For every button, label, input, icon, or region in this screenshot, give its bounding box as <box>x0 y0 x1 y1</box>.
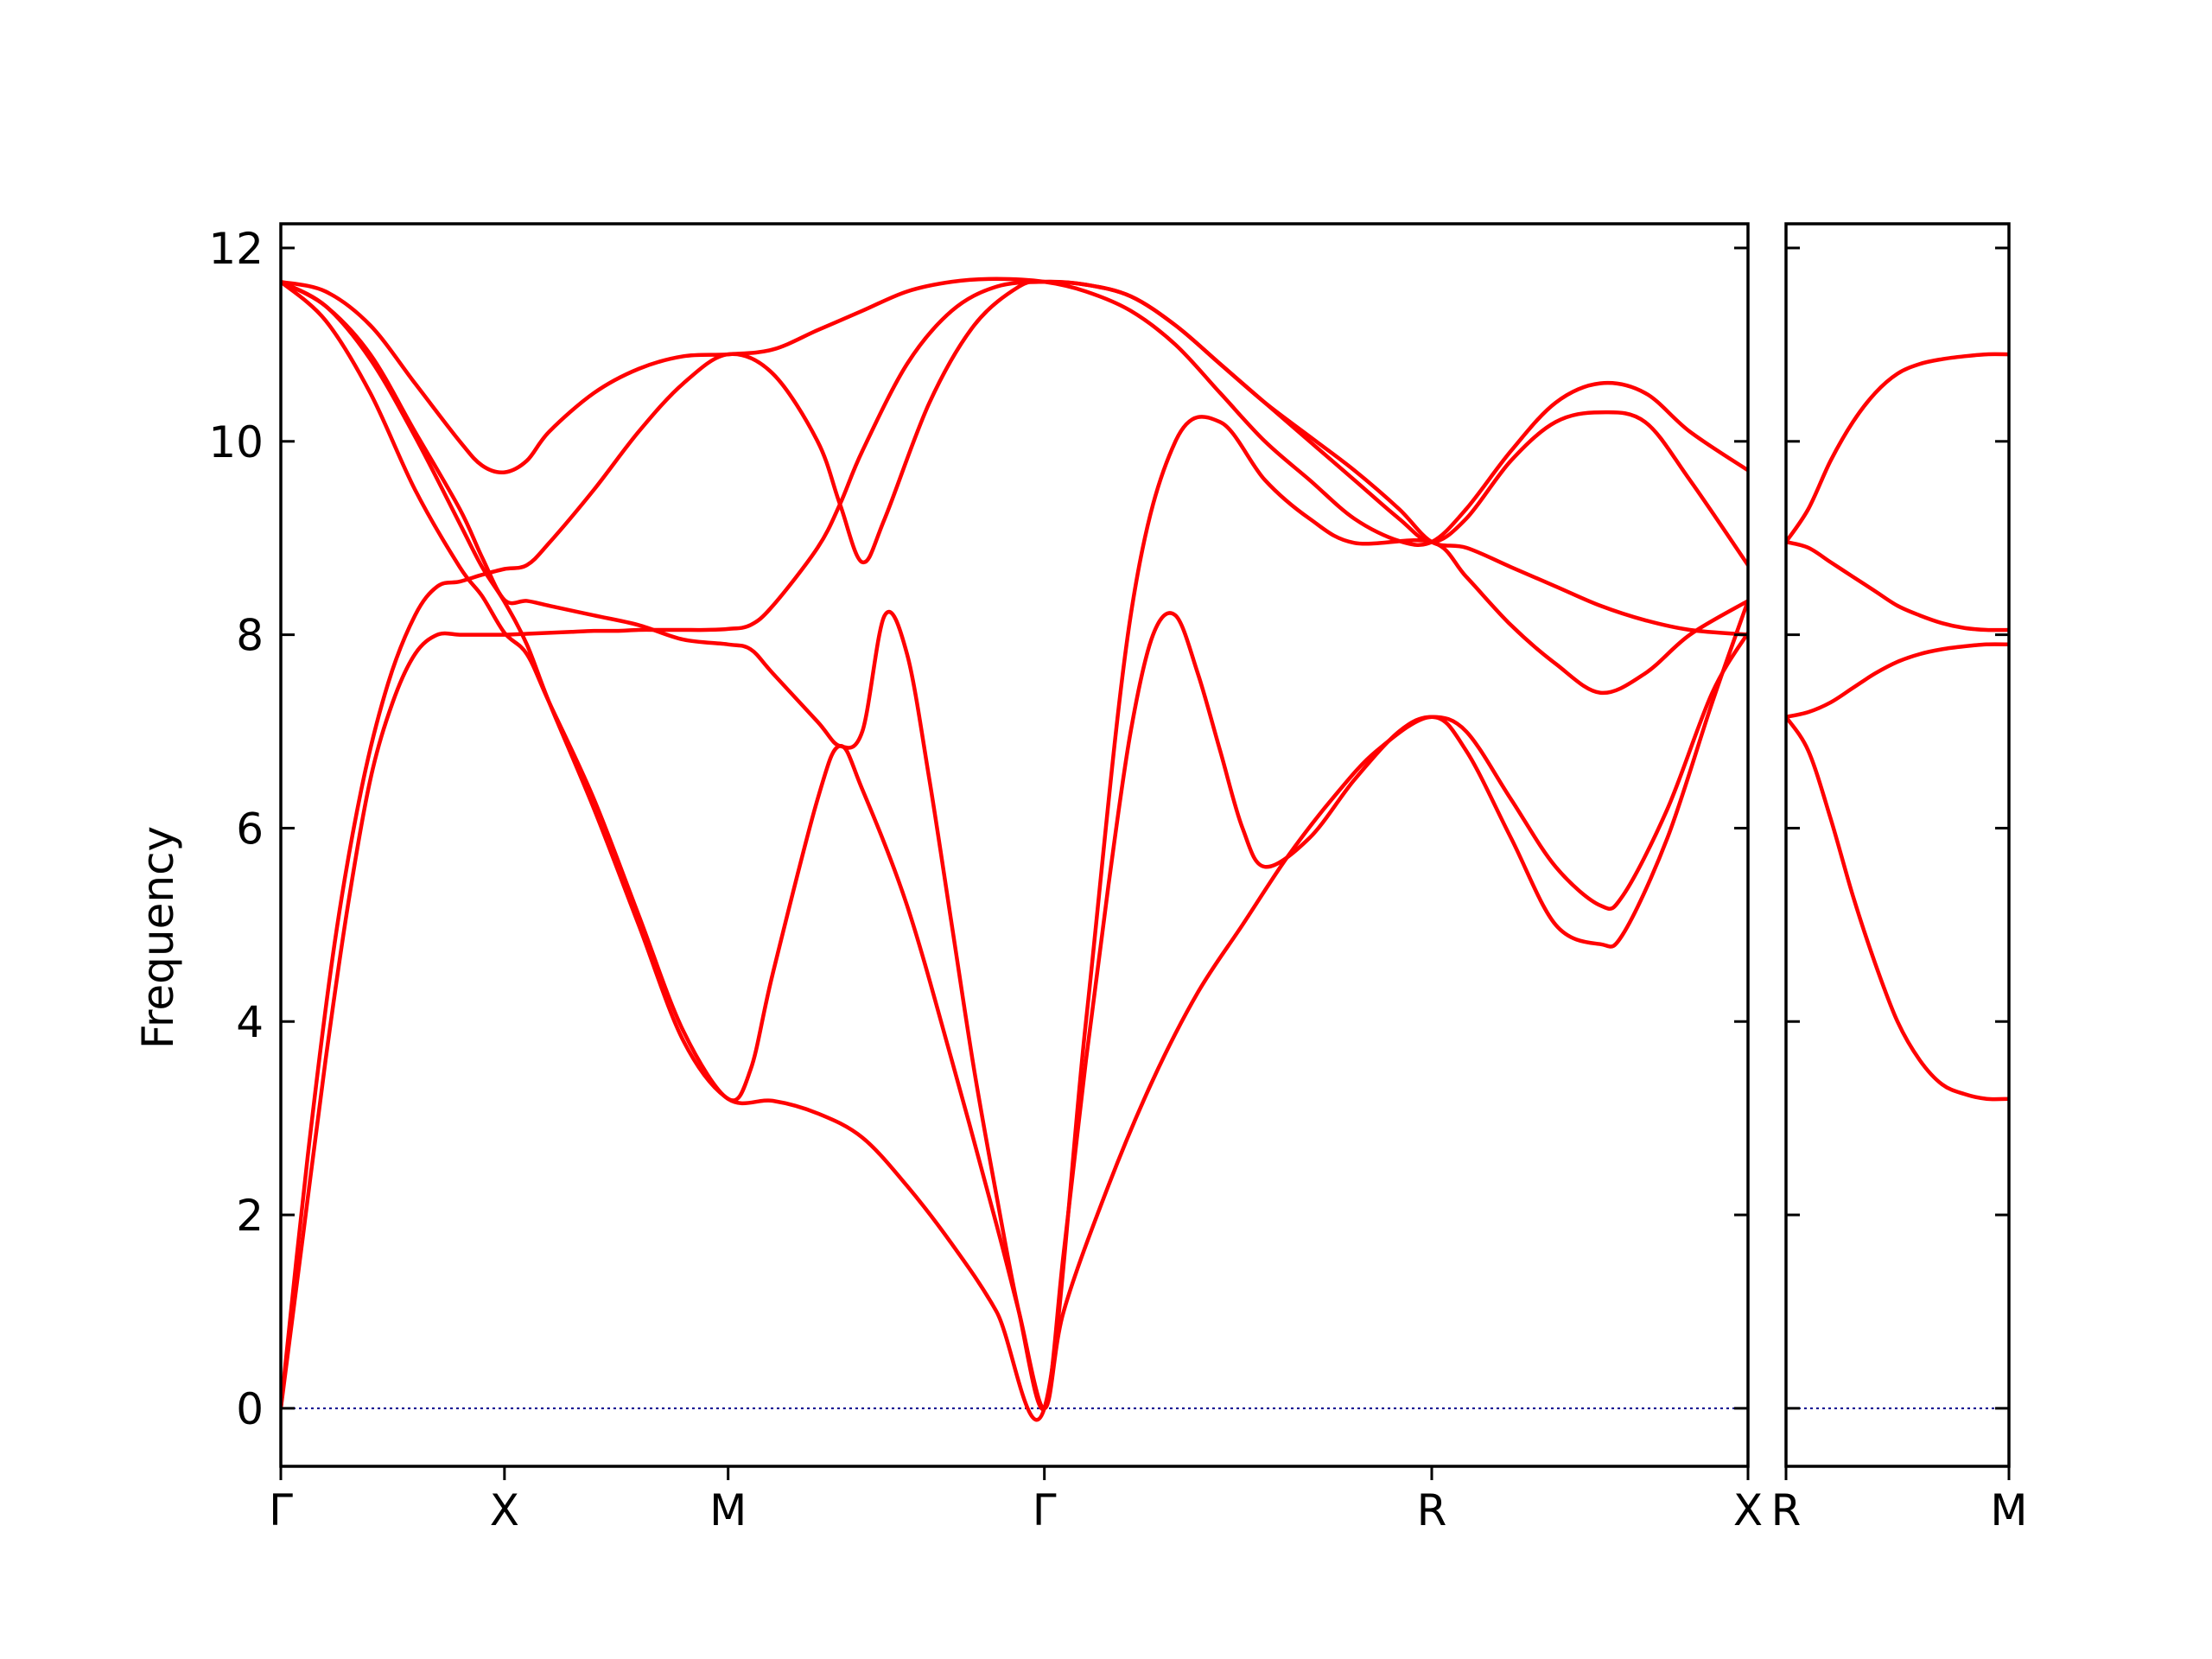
panel-side-frame <box>1784 222 2011 1468</box>
ytick-label-4: 4 <box>236 997 264 1047</box>
panel-main-xtick-label-0: Γ <box>269 1485 293 1535</box>
panel-main-band-5 <box>281 276 1748 547</box>
panel-main-band-4 <box>281 279 1748 1411</box>
panel-main-xtick-label-2: M <box>709 1485 747 1535</box>
panel-main-frame <box>279 222 1750 1468</box>
bands-side-layer <box>1786 352 2009 1409</box>
panel-side-band-2 <box>1786 539 2009 632</box>
ytick-label-12: 12 <box>208 224 264 274</box>
ytick-label-0: 0 <box>236 1384 264 1434</box>
panel-main-xtick-label-4: R <box>1417 1485 1447 1535</box>
y-axis-label: Frequency <box>133 826 183 1049</box>
panel-main-band-6 <box>281 279 1748 1422</box>
panel-main-xtick-label-3: Γ <box>1033 1485 1057 1535</box>
bands-main-layer <box>281 276 1748 1422</box>
ytick-label-8: 8 <box>236 611 264 661</box>
panel-main-band-2 <box>281 279 1748 1411</box>
panel-side-band-3 <box>1786 642 2009 719</box>
panel-side-band-4 <box>1786 715 2009 1102</box>
ytick-label-10: 10 <box>208 417 264 467</box>
panel-main-xtick-label-5: X <box>1733 1485 1763 1535</box>
panel-main-xtick-label-1: X <box>490 1485 519 1535</box>
panel-side-xtick-label-0: R <box>1771 1485 1802 1535</box>
ytick-label-2: 2 <box>236 1191 264 1241</box>
panel-side-band-1 <box>1786 352 2009 544</box>
panel-main-band-3 <box>281 279 1748 1412</box>
ytick-label-6: 6 <box>236 804 264 854</box>
panel-side-xtick-label-1: M <box>1990 1485 2027 1535</box>
panel-main-band-1 <box>281 279 1748 1411</box>
